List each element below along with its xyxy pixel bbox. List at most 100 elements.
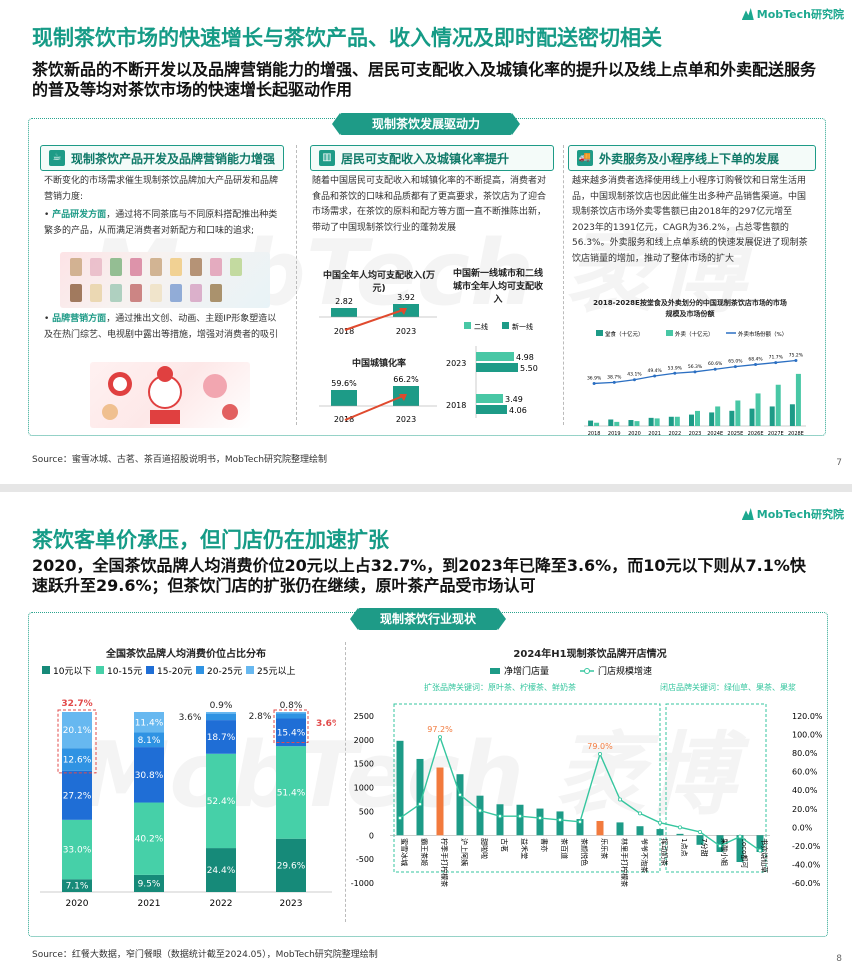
price-segment-label: 0.9% [210,701,233,711]
price-bar-segment [134,802,164,875]
drinks-illustration [70,258,242,302]
mkt-share-point [774,361,778,365]
col1-bullet-marketing: • 品牌营销方面，通过推出文创、动画、主题IP形象塑造以及在热门综艺、电视剧中露… [44,314,279,340]
col2-text: 随着中国居民可支配收入和城镇化率的不断提高，消费者对食品和茶饮的口味和品质都有了… [312,176,547,233]
mkt-share-point [733,365,737,369]
mkt-share-label: 53.9% [668,365,683,371]
store-brand-label: 书亦烧仙草 [760,838,769,873]
store-chart-title: 2024年H1现制茶饮品牌开店情况 [513,649,667,660]
price-bar-segment [206,712,236,714]
income-year-2023: 2023 [396,327,416,336]
price-year-label: 2022 [210,899,233,909]
mkt-year-label: 2028E [788,431,804,437]
price-legend-swatch [196,666,204,674]
mkt-bar-dinein [588,420,594,426]
mkt-share-label: 60.6% [708,361,723,367]
source-note: Source：蜜雪冰城、古茗、茶百道招股说明书，MobTech研究院整理绘制 [32,455,328,465]
price-bar-segment [206,848,236,892]
source-note: Source：红餐大数据，窄门餐眼（数据统计截至2024.05），MobTech… [32,950,378,960]
column-divider-2 [563,145,564,425]
mkt-share-point [592,381,596,385]
mkt-bar-delivery [654,418,660,426]
store-y2axis-tick: 0.0% [792,823,813,832]
store-growth-point [577,819,582,824]
store-growth-point [517,814,522,819]
callout-box-2020 [57,709,97,774]
price-segment-label: 24.4% [207,866,236,876]
mkt-share-label: 38.7% [607,374,622,380]
col1-bullet-product: • 产品研发方面，通过将不同茶底与不同原料搭配推出种类繁多的产品，从而满足消费者… [44,210,278,236]
store-y2axis-tick: -40.0% [792,860,821,869]
mkt-bar-dinein [709,412,715,426]
tier2-label-2018: 3.49 [505,395,523,404]
urbanization-chart: 59.6% 66.2% 2018 2023 [319,375,437,424]
income-chart-title: 中国全年人均可支配收入(万元) [322,271,436,294]
mkt-share-point [673,371,677,375]
store-yaxis-tick: 0 [369,831,374,840]
price-legend-swatch [42,666,50,674]
mkt-bar-dinein [729,410,735,426]
mobtech-logo: MobTech研究院 [741,506,844,522]
store-brand-label: 茶百道 [560,838,569,859]
callout-box-2023 [273,709,309,743]
mkt-year-label: 2024E [707,431,723,437]
mkt-share-label: 75.2% [789,352,804,358]
income-label-2023: 3.92 [397,293,415,302]
mkt-year-label: 2021 [648,431,661,437]
urban-label-2018: 59.6% [331,379,357,388]
watermark: MobTech 袤博 [80,702,735,832]
price-legend-label: 25元以上 [257,666,295,677]
mkt-bar-delivery [634,421,640,426]
price-segment-label: 51.4% [277,788,306,798]
store-brand-label: 蜜雪冰城 [400,838,409,866]
store-brand-label: 挥动奶茶 [660,838,669,866]
store-net-bar [676,833,684,836]
mkt-share-point [653,374,657,378]
page-title: 现制茶饮市场的快速增长与茶饮产品、收入情况及即时配送密切相关 [32,26,662,50]
mkt-bar-delivery [795,373,801,426]
mkt-share-label: 36.9% [587,375,602,381]
store-net-bar [456,774,464,836]
price-year-label: 2021 [138,899,161,909]
mkt-bar-dinein [749,408,755,426]
mkt-year-label: 2020 [628,431,641,437]
income-chart: 2.82 3.92 2018 2023 [319,293,437,336]
mkt-bar-dinein [648,417,654,426]
mkt-share-label: 49.4% [647,368,662,374]
price-bar-segment [62,770,92,820]
store-net-bar [436,767,444,836]
mkt-share-label: 71.7% [769,355,784,361]
store-yaxis-tick: 2500 [354,712,374,721]
mkt-share-point [632,378,636,382]
store-y2axis-tick: 20.0% [792,805,818,814]
mkt-bar-delivery [674,416,680,426]
mkt-bar-delivery [735,400,741,426]
price-bar-segment [62,748,92,771]
store-legend-marker [584,668,590,674]
store-net-bar [636,826,644,836]
store-yaxis-tick: -1000 [351,879,374,888]
mkt-share-point [693,370,697,374]
store-brand-label: 霸王茶姬 [420,838,429,866]
mobtech-logo: MobTech研究院 [741,6,844,22]
store-growth-point [657,820,662,825]
mkt-year-label: 2027E [768,431,784,437]
mkt-year-label: 2019 [608,431,621,437]
slide-8: MobTech 袤博 MobTech研究院 茶饮客单价承压，但门店仍在加速扩张 … [0,492,852,977]
chart-divider [345,642,346,922]
page-subtitle: 2020，全国茶饮品牌人均消费价位20元以上占32.7%，到2023年已降至3.… [32,556,806,595]
col3-text: 越来越多消费者选择使用线上小程序订购餐饮和日常生活用品，中国现制茶饮店也因此催生… [572,176,808,264]
price-bar-segment [276,713,306,719]
income-year-2018: 2018 [334,327,354,336]
growth-label-peak2: 79.0% [587,742,613,751]
urban-year-2018: 2018 [334,415,354,424]
mkt-share-point [754,363,758,367]
store-net-bar [696,835,704,845]
col2-heading: ▥ 居民可支配收入及城镇化率提升 [310,145,554,171]
slide-7: MobTech 袤博 MobTech研究院 现制茶饮市场的快速增长与茶饮产品、收… [0,0,852,484]
store-yaxis-tick: 1500 [354,760,374,769]
delivery-truck-icon: 🚚 [577,150,593,166]
mkt-legend-share: 外卖市场份额（%） [738,330,787,338]
page-title: 茶饮客单价承压，但门店仍在加速扩张 [32,528,389,552]
